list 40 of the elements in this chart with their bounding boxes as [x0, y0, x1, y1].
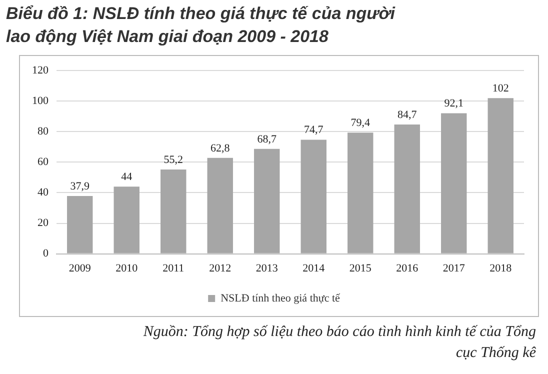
y-tick-label: 100	[32, 95, 49, 108]
bar	[300, 140, 326, 254]
y-tick-label: 0	[43, 248, 49, 260]
text: 37,9	[70, 180, 90, 192]
x-tick-label: 2013	[256, 262, 278, 274]
text: 102	[492, 82, 509, 94]
legend-label: NSLĐ tính theo giá thực tế	[220, 292, 342, 304]
text: 92,1	[444, 98, 464, 110]
bar	[254, 148, 280, 254]
bar	[441, 113, 467, 254]
text: 62,8	[210, 142, 230, 154]
text: 79,4	[350, 116, 370, 129]
y-tick-label: 40	[38, 186, 49, 199]
chart-title: Biểu đồ 1: NSLĐ tính theo giá thực tế của người lao động Việt Nam giai đoạn 2009 - 2018	[6, 3, 396, 48]
y-tick-label: 20	[38, 217, 49, 230]
text: 68,7	[257, 133, 276, 146]
y-tick-label: 60	[38, 156, 49, 168]
bar	[394, 124, 420, 254]
x-tick-label: 2018	[490, 262, 512, 274]
x-tick-label: 2009	[68, 262, 92, 274]
bar	[488, 98, 514, 254]
x-tick-label: 2010	[116, 262, 138, 274]
y-tick-label: 80	[38, 126, 49, 138]
text: 74,7	[304, 124, 324, 136]
bar	[114, 186, 140, 254]
bar	[348, 132, 374, 254]
text: Nguồn: Tổng hợp số liệu theo báo cáo tình hình kinh tế của Tổng cục Thống kê	[142, 323, 536, 363]
bar	[67, 196, 93, 254]
bar	[207, 158, 233, 254]
text: 44	[121, 171, 132, 184]
y-tick-label: 120	[32, 64, 49, 76]
x-tick-label: 2015	[349, 262, 372, 274]
x-tick-label: 2016	[396, 262, 419, 274]
x-tick-label: 2014	[302, 262, 326, 274]
x-tick-label: 2011	[162, 262, 184, 274]
x-tick-label: 2012	[209, 262, 232, 274]
x-tick-label: 2017	[442, 262, 466, 274]
text: 84,7	[398, 108, 417, 121]
text: 55,2	[164, 154, 183, 166]
bar	[160, 170, 186, 254]
